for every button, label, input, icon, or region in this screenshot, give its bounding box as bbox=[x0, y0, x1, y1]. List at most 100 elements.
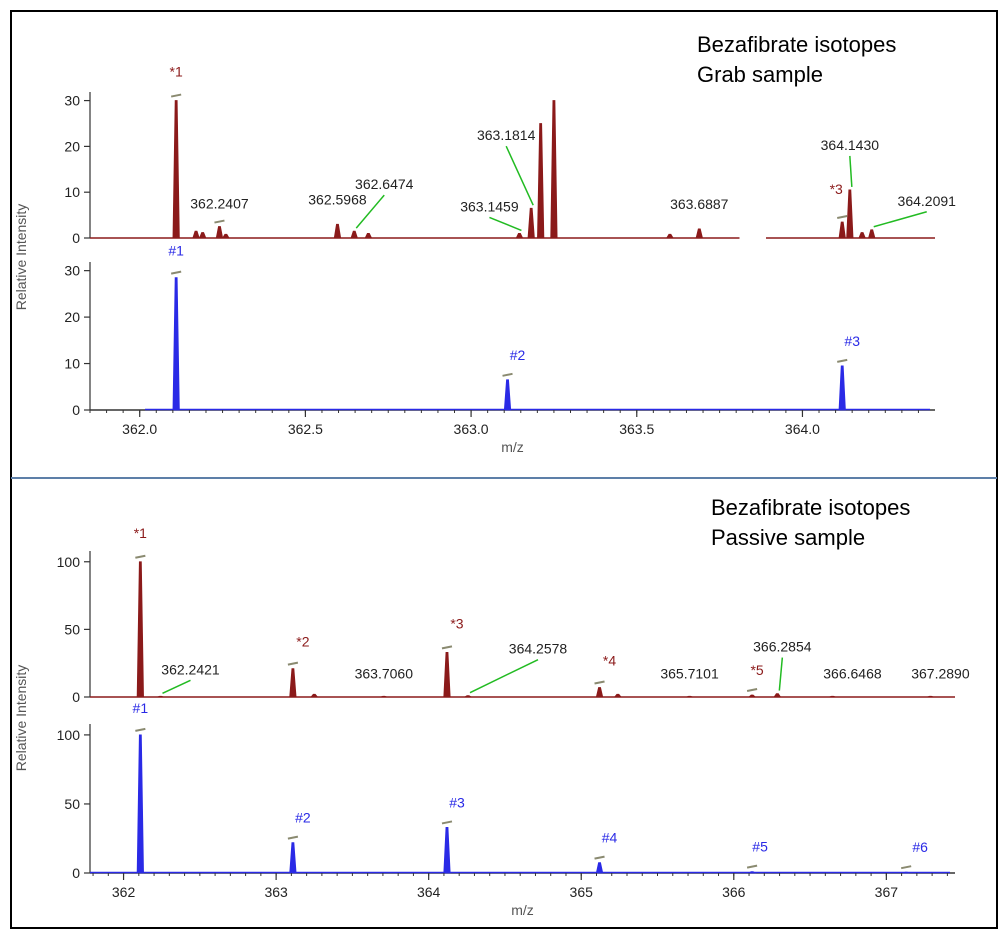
peak bbox=[695, 228, 704, 239]
peak bbox=[537, 123, 545, 239]
x-tick-label: 362.0 bbox=[122, 421, 157, 437]
peak-label: #4 bbox=[602, 830, 618, 846]
peak-marker bbox=[287, 835, 299, 840]
peak-marker bbox=[135, 727, 146, 732]
y-tick-label: 0 bbox=[72, 865, 80, 881]
peak bbox=[747, 871, 757, 874]
y-axis-label: Relative Intensity bbox=[13, 204, 29, 311]
y-tick-label: 30 bbox=[64, 263, 80, 279]
chart-title-line-2: Passive sample bbox=[711, 525, 865, 550]
subplot-blue: 0 10 20 30 #1 #2 #3 362.0 362.5 363.0 363.5 364.0 m/… bbox=[64, 243, 935, 455]
peak bbox=[595, 687, 604, 698]
peak-label: 365.7101 bbox=[660, 665, 719, 681]
y-tick-label: 10 bbox=[64, 356, 80, 372]
peak bbox=[503, 379, 512, 411]
y-tick-label: 50 bbox=[64, 621, 80, 637]
peak bbox=[380, 695, 388, 698]
peak-marker bbox=[502, 372, 513, 377]
subplot-blue: 0 50 100 #1 #2 #3 #4 #5 #6 362 363 364 365 366 367 m/z bbox=[57, 700, 955, 918]
peak bbox=[858, 232, 866, 239]
peak-label: 363.7060 bbox=[355, 665, 414, 681]
chart-root: Bezafibrate isotopes Grab sample Relative … bbox=[13, 32, 970, 918]
peak bbox=[215, 226, 224, 239]
y-tick-label: 10 bbox=[64, 184, 80, 200]
y-tick-label: 100 bbox=[57, 727, 81, 743]
peak-marker bbox=[594, 855, 605, 860]
y-tick-label: 100 bbox=[57, 554, 81, 570]
peak-label: #3 bbox=[844, 333, 860, 349]
leader-line bbox=[469, 658, 539, 694]
peak-label: 362.5968 bbox=[308, 191, 367, 207]
peak bbox=[192, 230, 200, 239]
peak-marker bbox=[170, 93, 182, 98]
peak-label: #3 bbox=[449, 794, 465, 810]
leader-line bbox=[778, 657, 784, 691]
peak-label: #1 bbox=[168, 243, 184, 259]
peak-label: *3 bbox=[450, 615, 463, 631]
peak bbox=[846, 189, 854, 239]
leader-line bbox=[873, 211, 927, 228]
peak bbox=[665, 233, 674, 239]
peak-label: *1 bbox=[134, 525, 147, 541]
peak-label: #5 bbox=[752, 839, 768, 855]
peak bbox=[364, 233, 373, 239]
peak bbox=[136, 561, 144, 698]
leader-line bbox=[355, 194, 385, 229]
peak-label: 362.6474 bbox=[355, 176, 414, 192]
x-axis-label: m/z bbox=[511, 902, 534, 918]
peak-label: #6 bbox=[912, 839, 928, 855]
peak-marker bbox=[135, 554, 146, 559]
peak-label: 362.2421 bbox=[161, 661, 220, 677]
peak-marker bbox=[441, 820, 453, 825]
peak-label: 366.2854 bbox=[753, 639, 812, 655]
peak-label: #1 bbox=[133, 700, 149, 716]
peak bbox=[747, 694, 757, 698]
peak-label: 364.1430 bbox=[821, 137, 880, 153]
peak bbox=[550, 100, 558, 239]
x-tick-label: 367 bbox=[875, 884, 899, 900]
peak bbox=[773, 693, 782, 698]
peak-marker bbox=[837, 214, 848, 219]
peak-label: *5 bbox=[750, 662, 763, 678]
x-tick-label: 363.5 bbox=[619, 421, 654, 437]
peak bbox=[868, 229, 876, 239]
peak-marker bbox=[746, 864, 758, 869]
peak bbox=[443, 827, 451, 874]
x-tick-label: 363 bbox=[264, 884, 288, 900]
x-tick-label: 362 bbox=[112, 884, 136, 900]
peak bbox=[136, 734, 144, 874]
peak-label: *4 bbox=[603, 653, 616, 669]
peak bbox=[310, 693, 319, 698]
peak-label: 363.1814 bbox=[477, 127, 536, 143]
peak-marker bbox=[900, 865, 912, 870]
chart-panel-1: Bezafibrate isotopes Grab sample Relative … bbox=[13, 32, 956, 455]
peak bbox=[902, 871, 910, 874]
peak bbox=[443, 651, 451, 698]
chart-panel-2: Bezafibrate isotopes Passive sample Relati… bbox=[13, 495, 970, 918]
y-tick-label: 0 bbox=[72, 402, 80, 418]
peak bbox=[595, 862, 604, 874]
leader-line bbox=[162, 679, 191, 695]
peak bbox=[527, 207, 535, 239]
peak-label: #2 bbox=[510, 347, 526, 363]
peak bbox=[829, 695, 836, 698]
peak-label: 363.1459 bbox=[460, 198, 519, 214]
chart-title-line-1: Bezafibrate isotopes bbox=[711, 495, 910, 520]
x-tick-label: 366 bbox=[722, 884, 746, 900]
peak-label: *3 bbox=[830, 181, 843, 197]
peak bbox=[172, 277, 180, 411]
peak-marker bbox=[214, 219, 225, 224]
chart-title-line-1: Bezafibrate isotopes bbox=[697, 32, 896, 57]
peak bbox=[463, 695, 473, 698]
chart-title-line-2: Grab sample bbox=[697, 62, 823, 87]
x-tick-label: 364 bbox=[417, 884, 441, 900]
peak-marker bbox=[441, 645, 453, 650]
peak bbox=[289, 668, 297, 698]
x-axis-label: m/z bbox=[501, 439, 524, 455]
peak-label: 364.2091 bbox=[898, 193, 957, 209]
y-tick-label: 20 bbox=[64, 309, 80, 325]
peak bbox=[172, 100, 180, 239]
